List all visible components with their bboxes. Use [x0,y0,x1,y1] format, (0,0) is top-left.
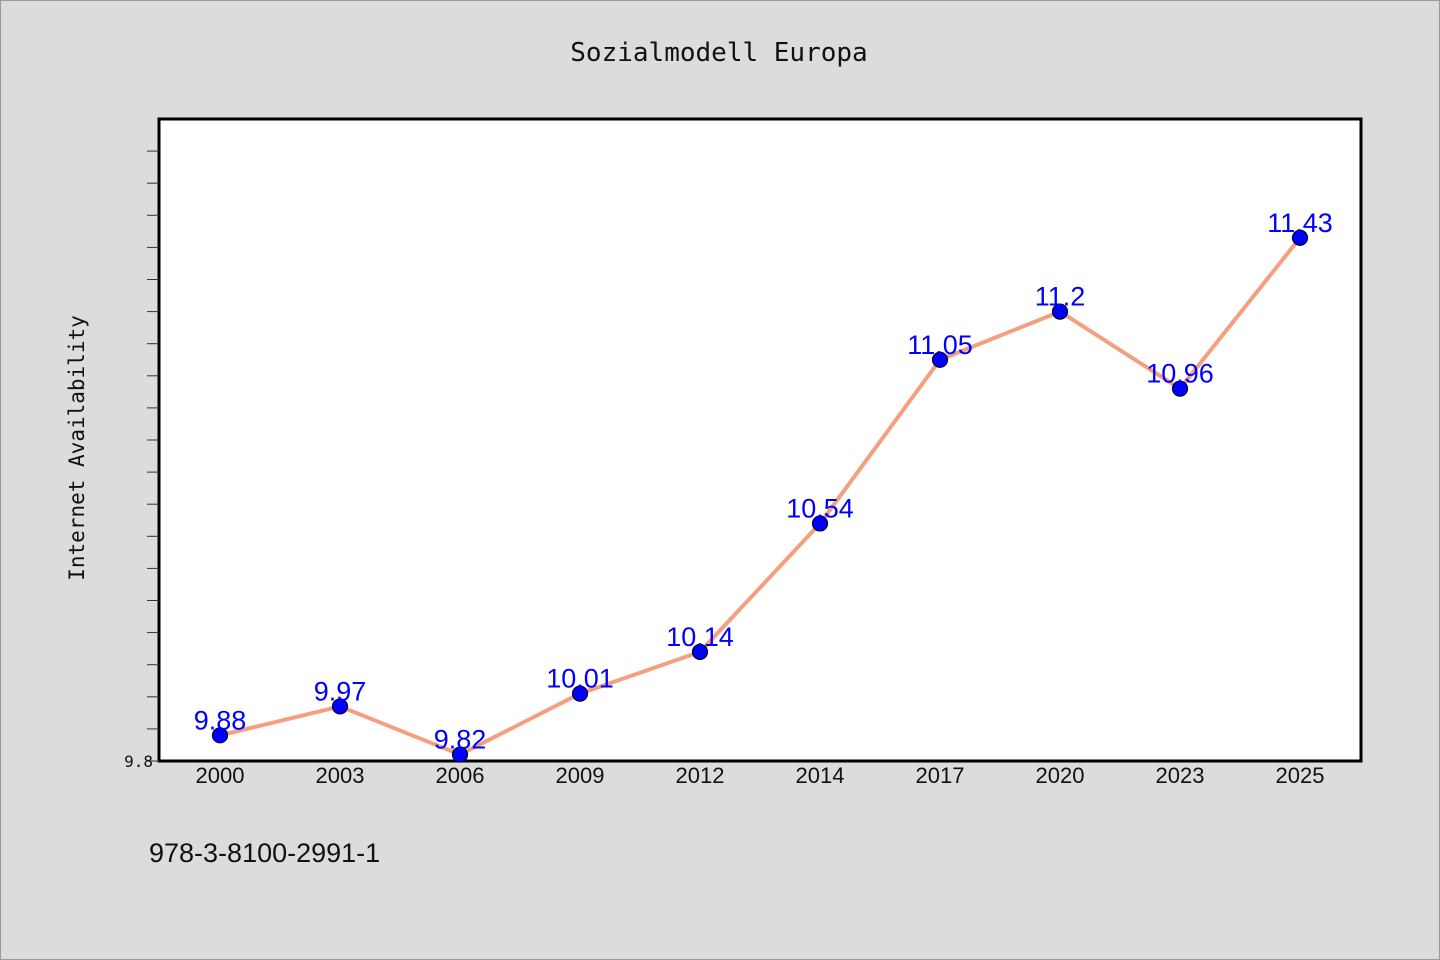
chart-title: Sozialmodell Europa [570,38,867,68]
data-label: 11.05 [907,330,973,360]
x-tick-label: 2003 [316,763,365,788]
x-tick-label: 2000 [196,763,245,788]
data-point [331,698,349,715]
data-label: 11.2 [1035,282,1086,312]
data-label: 10.14 [666,622,734,652]
y-tick-label: 9.8 [124,752,153,771]
data-point [451,746,469,763]
data-point [211,727,229,744]
x-axis-ticks: 2000 2003 2006 2009 2012 2014 2017 2020 2023 2025 [196,763,1325,788]
data-label: 10.01 [546,664,614,694]
data-label: 10.54 [786,493,854,523]
series-markers [211,229,1309,763]
data-labels: 9.88 9.97 9.82 10.01 10.14 10.54 11.05 11.2 10.9… [194,208,1333,755]
data-point [811,515,829,532]
x-tick-label: 2012 [676,763,725,788]
data-point [571,685,589,702]
data-point [1051,303,1069,320]
y-axis-ticks: 9.8 [124,150,159,771]
data-label: 9.82 [434,725,487,755]
data-point [1171,380,1189,397]
y-axis-label: Internet Availability [65,315,89,581]
data-point [931,351,949,368]
series-line [219,236,1302,757]
data-label: 9.97 [314,676,367,706]
footer-isbn: 978-3-8100-2991-1 [149,838,380,868]
x-tick-label: 2020 [1036,763,1085,788]
data-point [1291,229,1309,246]
plot-area [157,117,1363,763]
x-tick-label: 2014 [796,763,845,788]
x-tick-label: 2017 [916,763,965,788]
x-tick-label: 2006 [436,763,485,788]
data-label: 9.88 [194,705,247,735]
x-tick-label: 2025 [1276,763,1325,788]
data-label: 10.96 [1146,359,1214,389]
x-tick-label: 2023 [1156,763,1205,788]
data-label: 11.43 [1267,208,1333,238]
data-point [691,643,709,660]
x-tick-label: 2009 [556,763,605,788]
